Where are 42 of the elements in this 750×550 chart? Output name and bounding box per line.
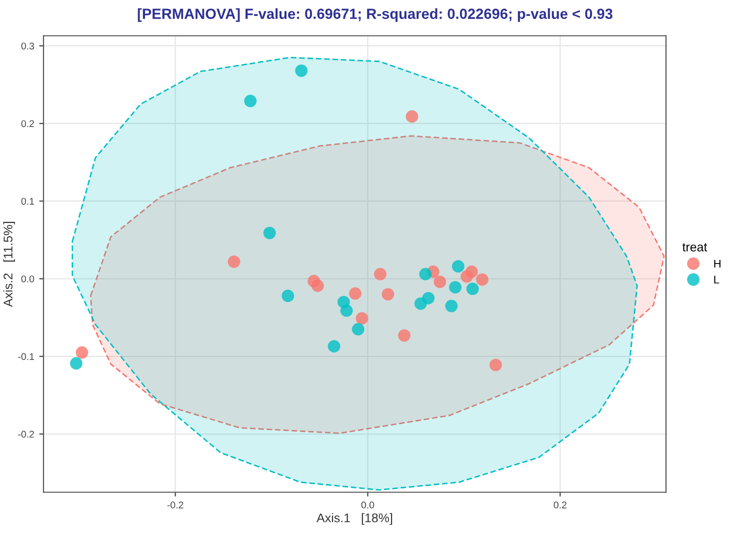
y-tick-label: 0.3 <box>21 42 34 50</box>
point <box>295 64 308 77</box>
y-tick-label: 0.0 <box>21 275 34 282</box>
point <box>352 323 364 336</box>
point <box>263 226 276 240</box>
point <box>406 110 418 123</box>
point <box>489 358 502 372</box>
point <box>244 94 257 108</box>
chart-title: [PERMANOVA] F-value: 0.69671; R-squared: 0.022696; p-value < 0.93 <box>138 8 612 22</box>
point <box>466 282 479 296</box>
point <box>419 268 432 280</box>
point <box>340 304 353 317</box>
x-tick-label: 0.0 <box>361 502 374 508</box>
point <box>228 255 240 268</box>
legend-title: treat <box>682 243 708 252</box>
x-tick-label: 0.2 <box>554 502 566 508</box>
x-axis-title: Axis.1 [18%] <box>316 513 392 525</box>
point <box>382 288 394 300</box>
point <box>282 290 294 302</box>
y-axis-title: Axis.2 [11.5%] <box>3 222 15 307</box>
y-tick-label: 0.1 <box>21 198 34 205</box>
point <box>465 266 478 278</box>
point <box>70 357 82 370</box>
point <box>449 281 462 294</box>
point <box>374 268 386 280</box>
x-tick-label: -0.2 <box>167 502 184 508</box>
point <box>398 329 411 342</box>
point <box>328 340 340 353</box>
point <box>422 292 435 304</box>
y-tick-label: 0.2 <box>21 120 34 128</box>
point <box>311 280 324 292</box>
legend-label: L <box>714 276 720 284</box>
point <box>445 300 458 312</box>
point <box>476 273 488 286</box>
y-tick-label: -0.2 <box>18 430 34 438</box>
point <box>452 260 464 273</box>
point <box>349 287 362 300</box>
legend-label: H <box>714 260 720 268</box>
point <box>356 312 368 325</box>
y-tick-label: -0.1 <box>18 353 34 360</box>
point <box>76 346 88 359</box>
point <box>434 276 446 288</box>
